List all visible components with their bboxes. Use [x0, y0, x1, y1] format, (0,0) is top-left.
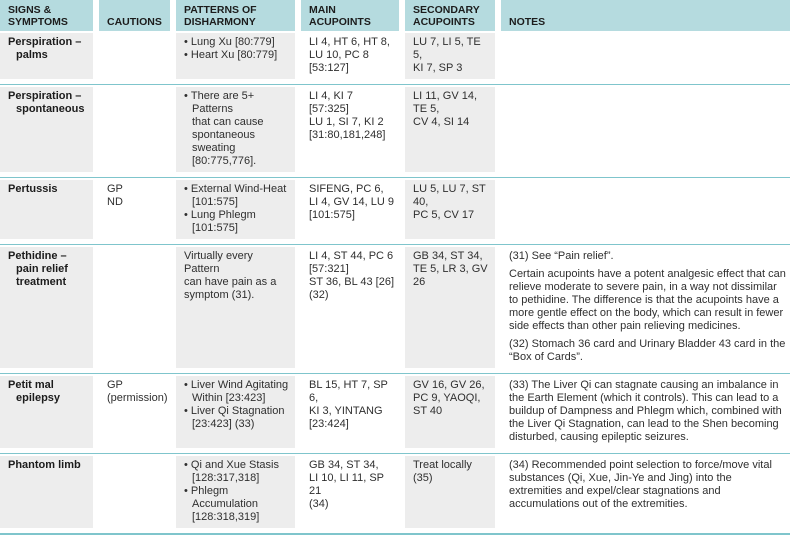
secondary-acupoints-cell: LU 7, LI 5, TE 5, KI 7, SP 3 [405, 33, 495, 79]
patterns-cell: Liver Wind Agitating Within [23:423] Liv… [176, 376, 295, 448]
pattern-item: Virtually every Pattern can have pain as… [184, 250, 277, 301]
pattern-item: Qi and Xue Stasis [128:317,318] [184, 459, 291, 485]
signs-cell: Pertussis [0, 180, 93, 239]
signs-cell: Petit mal epilepsy [0, 376, 93, 448]
pattern-item: There are 5+ Patterns that can cause spo… [184, 90, 291, 168]
pattern-item: Lung Xu [80:779] [184, 36, 291, 49]
notes-cell: (31) See “Pain relief”. Certain acupoint… [501, 247, 790, 368]
table-row: Perspiration – palms Lung Xu [80:779] He… [0, 31, 790, 85]
secondary-acupoints-cell: Treat locally (35) [405, 456, 495, 528]
signs-cell: Phantom limb [0, 456, 93, 528]
secondary-acupoints-cell: LI 11, GV 14, TE 5, CV 4, SI 14 [405, 87, 495, 172]
main-acupoints-cell: LI 4, HT 6, HT 8, LU 10, PC 8 [53:127] [309, 36, 390, 74]
header-secondary-acupoints: SECONDARY ACUPOINTS [405, 0, 495, 31]
secondary-acupoints-cell: GB 34, ST 34, TE 5, LR 3, GV 26 [405, 247, 495, 368]
cautions-cell [99, 456, 170, 528]
header-signs-symptoms: SIGNS & SYMPTOMS [0, 0, 93, 31]
table-row: Phantom limb Qi and Xue Stasis [128:317,… [0, 454, 790, 535]
header-label: SIGNS & SYMPTOMS [8, 4, 68, 28]
main-acupoints-cell: BL 15, HT 7, SP 6, KI 3, YINTANG [23:424… [309, 379, 388, 430]
cautions-cell: GP ND [107, 183, 123, 208]
main-acupoints-cell: LI 4, ST 44, PC 6 [57:321] ST 36, BL 43 … [309, 250, 395, 301]
pattern-item: External Wind-Heat [101:575] [184, 183, 291, 209]
notes-cell: (34) Recommended point selection to forc… [501, 456, 790, 528]
patterns-cell: Qi and Xue Stasis [128:317,318] Phlegm A… [176, 456, 295, 528]
main-acupoints-cell: LI 4, KI 7 [57:325] LU 1, SI 7, KI 2 [31… [309, 90, 386, 141]
header-label: CAUTIONS [107, 16, 162, 28]
main-acupoints-cell: SIFENG, PC 6, LI 4, GV 14, LU 9 [101:575… [309, 183, 394, 221]
pattern-item: Phlegm Accumulation [128:318,319] [184, 485, 291, 524]
note-paragraph: (34) Recommended point selection to forc… [509, 459, 772, 510]
cautions-cell: GP (permission) [107, 379, 168, 404]
note-paragraph: Certain acupoints have a potent analgesi… [509, 268, 786, 332]
header-patterns-of-disharmony: PATTERNS OF DISHARMONY [176, 0, 295, 31]
table-row: Pertussis GP ND External Wind-Heat [101:… [0, 178, 790, 245]
notes-cell [501, 87, 790, 172]
pattern-item: Liver Qi Stagnation [23:423] (33) [184, 405, 291, 431]
header-label: PATTERNS OF DISHARMONY [184, 4, 257, 28]
notes-cell: (33) The Liver Qi can stagnate causing a… [501, 376, 790, 448]
header-label: NOTES [509, 16, 546, 28]
table-row: Petit mal epilepsy GP (permission) Liver… [0, 374, 790, 454]
header-label: MAIN ACUPOINTS [309, 4, 371, 28]
note-paragraph: (31) See “Pain relief”. [509, 250, 614, 262]
header-notes: NOTES [501, 0, 790, 31]
header-main-acupoints: MAIN ACUPOINTS [301, 0, 399, 31]
pattern-item: Liver Wind Agitating Within [23:423] [184, 379, 291, 405]
patterns-cell: Virtually every Pattern can have pain as… [176, 247, 295, 368]
patterns-cell: Lung Xu [80:779] Heart Xu [80:779] [176, 33, 295, 79]
cautions-cell [99, 247, 170, 368]
signs-cell: Pethidine – pain relief treatment [0, 247, 93, 368]
table-row: Pethidine – pain relief treatment Virtua… [0, 245, 790, 374]
notes-cell [501, 180, 790, 239]
secondary-acupoints-cell: GV 16, GV 26, PC 9, YAOQI, ST 40 [405, 376, 495, 448]
signs-cell: Perspiration – spontaneous [0, 87, 93, 172]
table-header-row: SIGNS & SYMPTOMS CAUTIONS PATTERNS OF DI… [0, 0, 790, 31]
header-cautions: CAUTIONS [99, 0, 170, 31]
note-paragraph: (32) Stomach 36 card and Urinary Bladder… [509, 338, 786, 363]
patterns-cell: There are 5+ Patterns that can cause spo… [176, 87, 295, 172]
cautions-cell [99, 33, 170, 79]
secondary-acupoints-cell: LU 5, LU 7, ST 40, PC 5, CV 17 [405, 180, 495, 239]
pattern-item: Heart Xu [80:779] [184, 49, 291, 62]
main-acupoints-cell: GB 34, ST 34, LI 10, LI 11, SP 21 (34) [309, 459, 384, 510]
cautions-cell [99, 87, 170, 172]
notes-cell [501, 33, 790, 79]
pattern-item: Lung Phlegm [101:575] [184, 209, 291, 235]
signs-cell: Perspiration – palms [0, 33, 93, 79]
patterns-cell: External Wind-Heat [101:575] Lung Phlegm… [176, 180, 295, 239]
note-paragraph: (33) The Liver Qi can stagnate causing a… [509, 379, 782, 443]
header-label: SECONDARY ACUPOINTS [413, 4, 480, 28]
table-row: Perspiration – spontaneous There are 5+ … [0, 85, 790, 178]
